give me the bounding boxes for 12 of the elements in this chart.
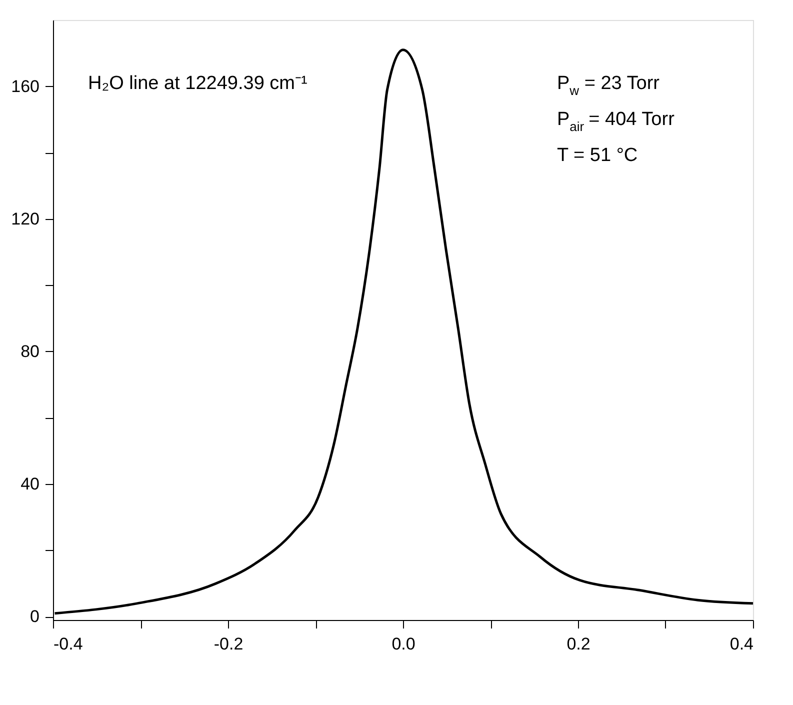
y-tick-label: 160: [11, 76, 40, 96]
annotation: T = 51 °C: [557, 145, 638, 166]
x-tick-label: 0.4: [730, 634, 754, 654]
annotation: H₂O line at 12249.39 cm⁻¹: [88, 73, 308, 94]
x-tick-label: 0.0: [392, 634, 416, 654]
y-tick-label: 80: [20, 342, 40, 361]
y-tick-label: 40: [20, 474, 40, 494]
y-tick-label: 120: [11, 209, 40, 228]
x-tick-label: 0.2: [566, 634, 590, 654]
x-tick-label: -0.2: [214, 634, 244, 654]
y-tick-label: 0: [30, 607, 40, 626]
x-tick-label: -0.4: [54, 634, 83, 654]
